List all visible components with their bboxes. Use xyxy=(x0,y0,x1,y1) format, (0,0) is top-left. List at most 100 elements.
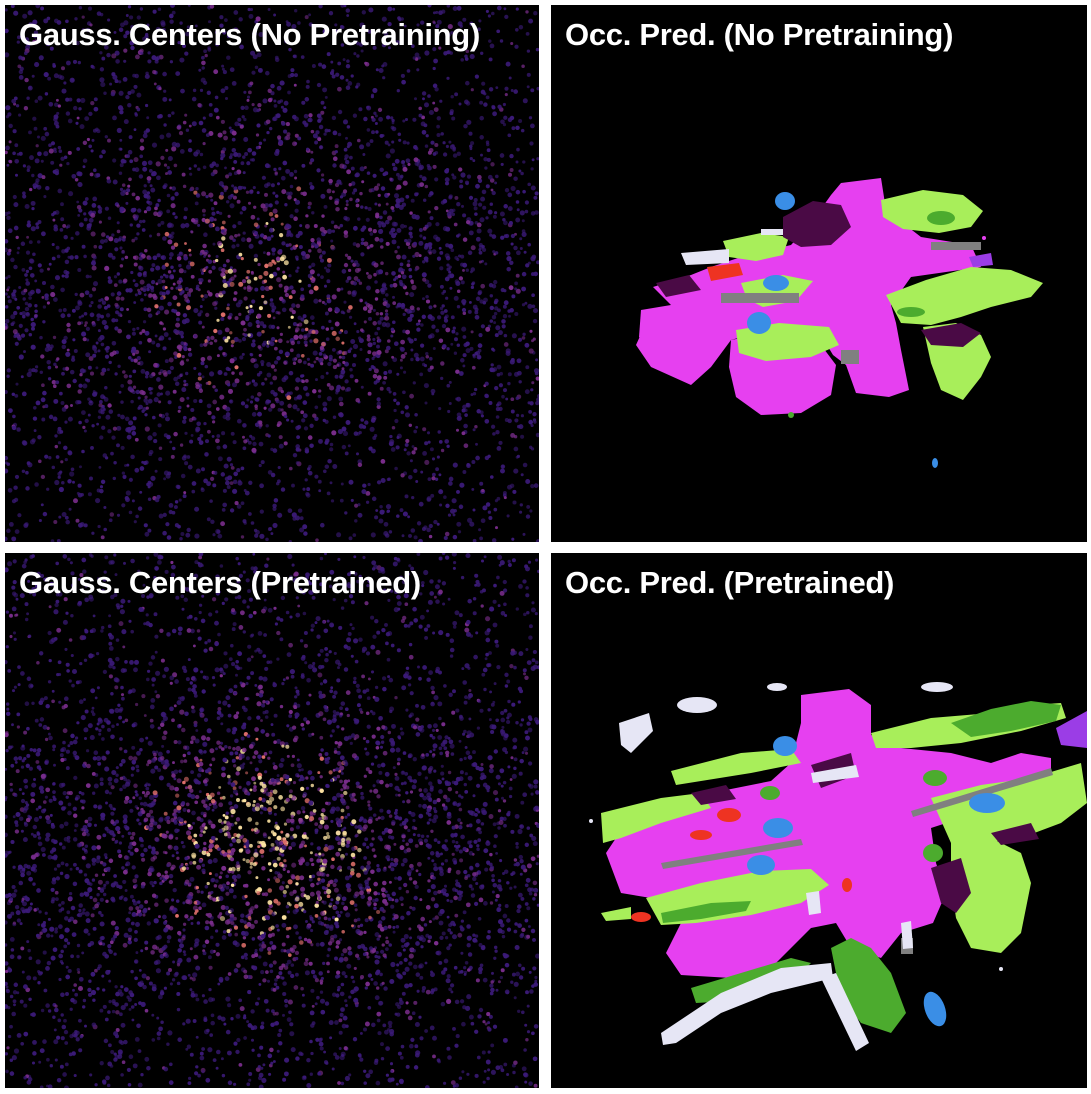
gauss-no-pretraining-point xyxy=(116,513,121,517)
gauss-pretrained-point xyxy=(90,971,96,977)
gauss-pretrained-point xyxy=(196,629,201,633)
gauss-no-pretraining-point xyxy=(274,200,279,205)
gauss-pretrained-point xyxy=(161,735,167,741)
gauss-pretrained-point xyxy=(292,944,297,950)
gauss-no-pretraining-point xyxy=(286,395,292,400)
gauss-no-pretraining-point xyxy=(130,399,134,404)
gauss-no-pretraining-point xyxy=(338,355,342,359)
region-lightgreen-right xyxy=(886,267,1043,325)
gauss-no-pretraining-point xyxy=(512,500,517,505)
gauss-no-pretraining-point xyxy=(428,523,433,529)
gauss-no-pretraining-point xyxy=(425,259,429,263)
gauss-no-pretraining-point xyxy=(152,9,157,14)
gauss-no-pretraining-point xyxy=(263,138,267,142)
gauss-no-pretraining-point xyxy=(410,357,414,362)
gauss-no-pretraining-point xyxy=(277,135,282,140)
gauss-no-pretraining-point xyxy=(281,299,286,304)
gauss-pretrained-point xyxy=(147,759,152,765)
gauss-no-pretraining-point xyxy=(128,387,134,393)
gauss-no-pretraining-point xyxy=(507,381,511,386)
gauss-no-pretraining-point xyxy=(226,303,230,307)
gauss-no-pretraining-point xyxy=(170,265,174,269)
region-darkpurple-top xyxy=(783,201,851,247)
gauss-no-pretraining-point xyxy=(201,325,205,329)
gauss-no-pretraining-point xyxy=(518,169,522,173)
gauss-no-pretraining-point xyxy=(269,298,274,302)
gauss-no-pretraining-point xyxy=(387,215,393,221)
gauss-no-pretraining-point xyxy=(462,262,468,268)
gauss-no-pretraining-point xyxy=(28,368,33,373)
gauss-no-pretraining-point xyxy=(462,364,466,368)
gauss-no-pretraining-point xyxy=(98,299,102,303)
gauss-no-pretraining-point xyxy=(158,400,162,404)
gauss-no-pretraining-point xyxy=(114,302,119,307)
gauss-no-pretraining-point xyxy=(158,413,163,417)
gauss-no-pretraining-point xyxy=(23,51,28,56)
gauss-no-pretraining-point xyxy=(228,172,233,177)
gauss-no-pretraining-point xyxy=(125,427,131,433)
gauss-no-pretraining-point xyxy=(174,191,179,197)
gauss-no-pretraining-point xyxy=(51,379,57,385)
gauss-no-pretraining-point xyxy=(506,514,510,518)
gauss-no-pretraining-point xyxy=(466,119,472,125)
gauss-no-pretraining-point xyxy=(30,317,34,322)
gauss-no-pretraining-point xyxy=(265,119,271,125)
gauss-no-pretraining-point xyxy=(484,455,490,461)
gauss-no-pretraining-point xyxy=(320,178,325,182)
gauss-no-pretraining-point xyxy=(397,274,402,278)
gauss-no-pretraining-point xyxy=(449,144,455,150)
gauss-pretrained-point xyxy=(274,622,278,626)
gauss-no-pretraining-point xyxy=(220,88,226,94)
gauss-no-pretraining-point xyxy=(61,88,67,94)
gauss-no-pretraining-point xyxy=(105,313,111,318)
gauss-no-pretraining-point xyxy=(135,195,141,201)
gauss-no-pretraining-point xyxy=(479,481,484,486)
gauss-no-pretraining-point xyxy=(138,219,143,224)
gauss-no-pretraining-point xyxy=(200,271,205,275)
gauss-no-pretraining-point xyxy=(347,81,353,86)
gauss-no-pretraining-point xyxy=(185,371,189,376)
gauss-no-pretraining-point xyxy=(489,202,494,206)
gauss-no-pretraining-point xyxy=(64,457,68,462)
gauss-no-pretraining-point xyxy=(234,316,239,321)
gauss-no-pretraining-point xyxy=(317,137,322,142)
gauss-no-pretraining-point xyxy=(401,303,405,307)
gauss-no-pretraining-point xyxy=(489,233,493,237)
gauss-no-pretraining-point xyxy=(162,96,168,102)
gauss-no-pretraining-point xyxy=(22,297,26,301)
gauss-no-pretraining-point xyxy=(366,105,370,109)
gauss-no-pretraining-point xyxy=(394,250,398,254)
gauss-pretrained-point xyxy=(335,836,341,842)
gauss-no-pretraining-point xyxy=(469,21,474,26)
gauss-no-pretraining-point xyxy=(28,266,33,271)
gauss-no-pretraining-point xyxy=(432,101,436,105)
gauss-no-pretraining-point xyxy=(308,13,312,17)
gauss-no-pretraining-point xyxy=(281,189,287,195)
gauss-no-pretraining-point xyxy=(213,201,218,206)
gauss-pretrained-point xyxy=(489,991,494,996)
gauss-no-pretraining-point xyxy=(292,452,298,458)
gauss-no-pretraining-point xyxy=(380,289,386,295)
gauss-pretrained-point xyxy=(77,985,84,992)
gauss-no-pretraining-point xyxy=(14,297,18,301)
gauss-no-pretraining-point xyxy=(167,239,173,245)
gauss-no-pretraining-point xyxy=(432,20,436,24)
gauss-no-pretraining-point xyxy=(345,279,349,283)
gauss-no-pretraining-point xyxy=(465,80,470,86)
gauss-no-pretraining-point xyxy=(291,512,297,518)
gauss-no-pretraining-point xyxy=(89,312,95,318)
gauss-no-pretraining-point xyxy=(169,19,174,24)
gauss-no-pretraining-point xyxy=(40,6,45,11)
gauss-no-pretraining-point xyxy=(372,173,377,178)
gauss-no-pretraining-point xyxy=(47,365,52,370)
gauss-no-pretraining-point xyxy=(222,130,227,135)
gauss-no-pretraining-point xyxy=(450,31,454,35)
gauss-pretrained-point xyxy=(501,725,505,729)
gauss-no-pretraining-point xyxy=(171,10,176,15)
gauss-pretrained-point xyxy=(256,715,261,720)
gauss-no-pretraining-point xyxy=(352,533,357,537)
gauss-no-pretraining-point xyxy=(121,183,126,187)
gauss-no-pretraining-point xyxy=(81,28,86,33)
gauss-no-pretraining-point xyxy=(305,492,310,497)
gauss-no-pretraining-point xyxy=(140,51,144,55)
